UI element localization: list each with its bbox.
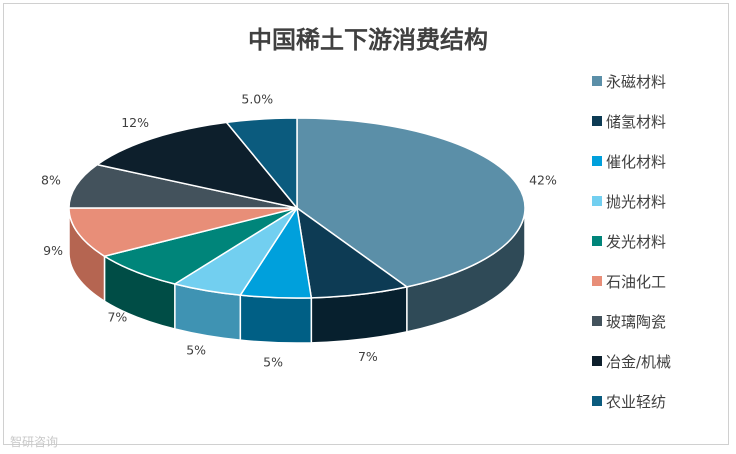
pie-labels: 42% 7% 5% 5% 7% 9% 8% 12% 5.0% — [41, 91, 557, 369]
data-label-8: 5.0% — [241, 91, 273, 106]
pie-side-2 — [239, 294, 313, 344]
legend-label-1: 储氢材料 — [606, 113, 666, 131]
legend-swatch-8 — [592, 396, 602, 406]
data-label-2: 5% — [263, 354, 283, 369]
pie-slice-8 — [225, 117, 298, 211]
legend-label-6: 玻璃陶瓷 — [606, 313, 666, 331]
data-label-5: 9% — [43, 243, 63, 258]
legend-item-5: 石油化工 — [592, 273, 666, 291]
legend-label-7: 冶金/机械 — [606, 353, 671, 371]
data-label-6: 8% — [41, 173, 61, 188]
pie-tops — [68, 117, 526, 299]
legend-label-8: 农业轻纺 — [606, 393, 666, 411]
data-label-0: 42% — [529, 173, 557, 188]
data-label-7: 12% — [121, 115, 149, 130]
legend-item-2: 催化材料 — [592, 153, 666, 171]
chart-title: 中国稀土下游消费结构 — [248, 26, 488, 54]
legend-item-6: 玻璃陶瓷 — [592, 313, 666, 331]
legend-label-4: 发光材料 — [606, 233, 666, 251]
legend-swatch-4 — [592, 236, 602, 246]
legend-swatch-5 — [592, 276, 602, 286]
pie-slice-6 — [68, 163, 298, 209]
legend-item-4: 发光材料 — [592, 233, 666, 251]
legend-swatch-6 — [592, 316, 602, 326]
data-label-1: 7% — [358, 349, 378, 364]
legend-swatch-3 — [592, 196, 602, 206]
legend-item-8: 农业轻纺 — [592, 393, 666, 411]
legend-swatch-7 — [592, 356, 602, 366]
legend-item-3: 抛光材料 — [592, 193, 666, 211]
legend-label-0: 永磁材料 — [606, 73, 666, 91]
legend-label-3: 抛光材料 — [606, 193, 666, 211]
pie-slice-0 — [296, 117, 526, 288]
legend-swatch-0 — [592, 76, 602, 86]
legend-item-7: 冶金/机械 — [592, 353, 671, 371]
legend-swatch-1 — [592, 116, 602, 126]
legend-item-0: 永磁材料 — [592, 73, 666, 91]
pie-slice-5 — [68, 207, 298, 258]
legend-label-5: 石油化工 — [606, 273, 666, 291]
data-label-4: 7% — [107, 310, 127, 325]
watermark: 智研咨询 — [10, 434, 58, 449]
legend-item-1: 储氢材料 — [592, 113, 666, 131]
data-label-3: 5% — [186, 342, 206, 357]
legend-swatch-2 — [592, 156, 602, 166]
pie-slice-7 — [95, 121, 299, 210]
legend-label-2: 催化材料 — [606, 153, 666, 171]
